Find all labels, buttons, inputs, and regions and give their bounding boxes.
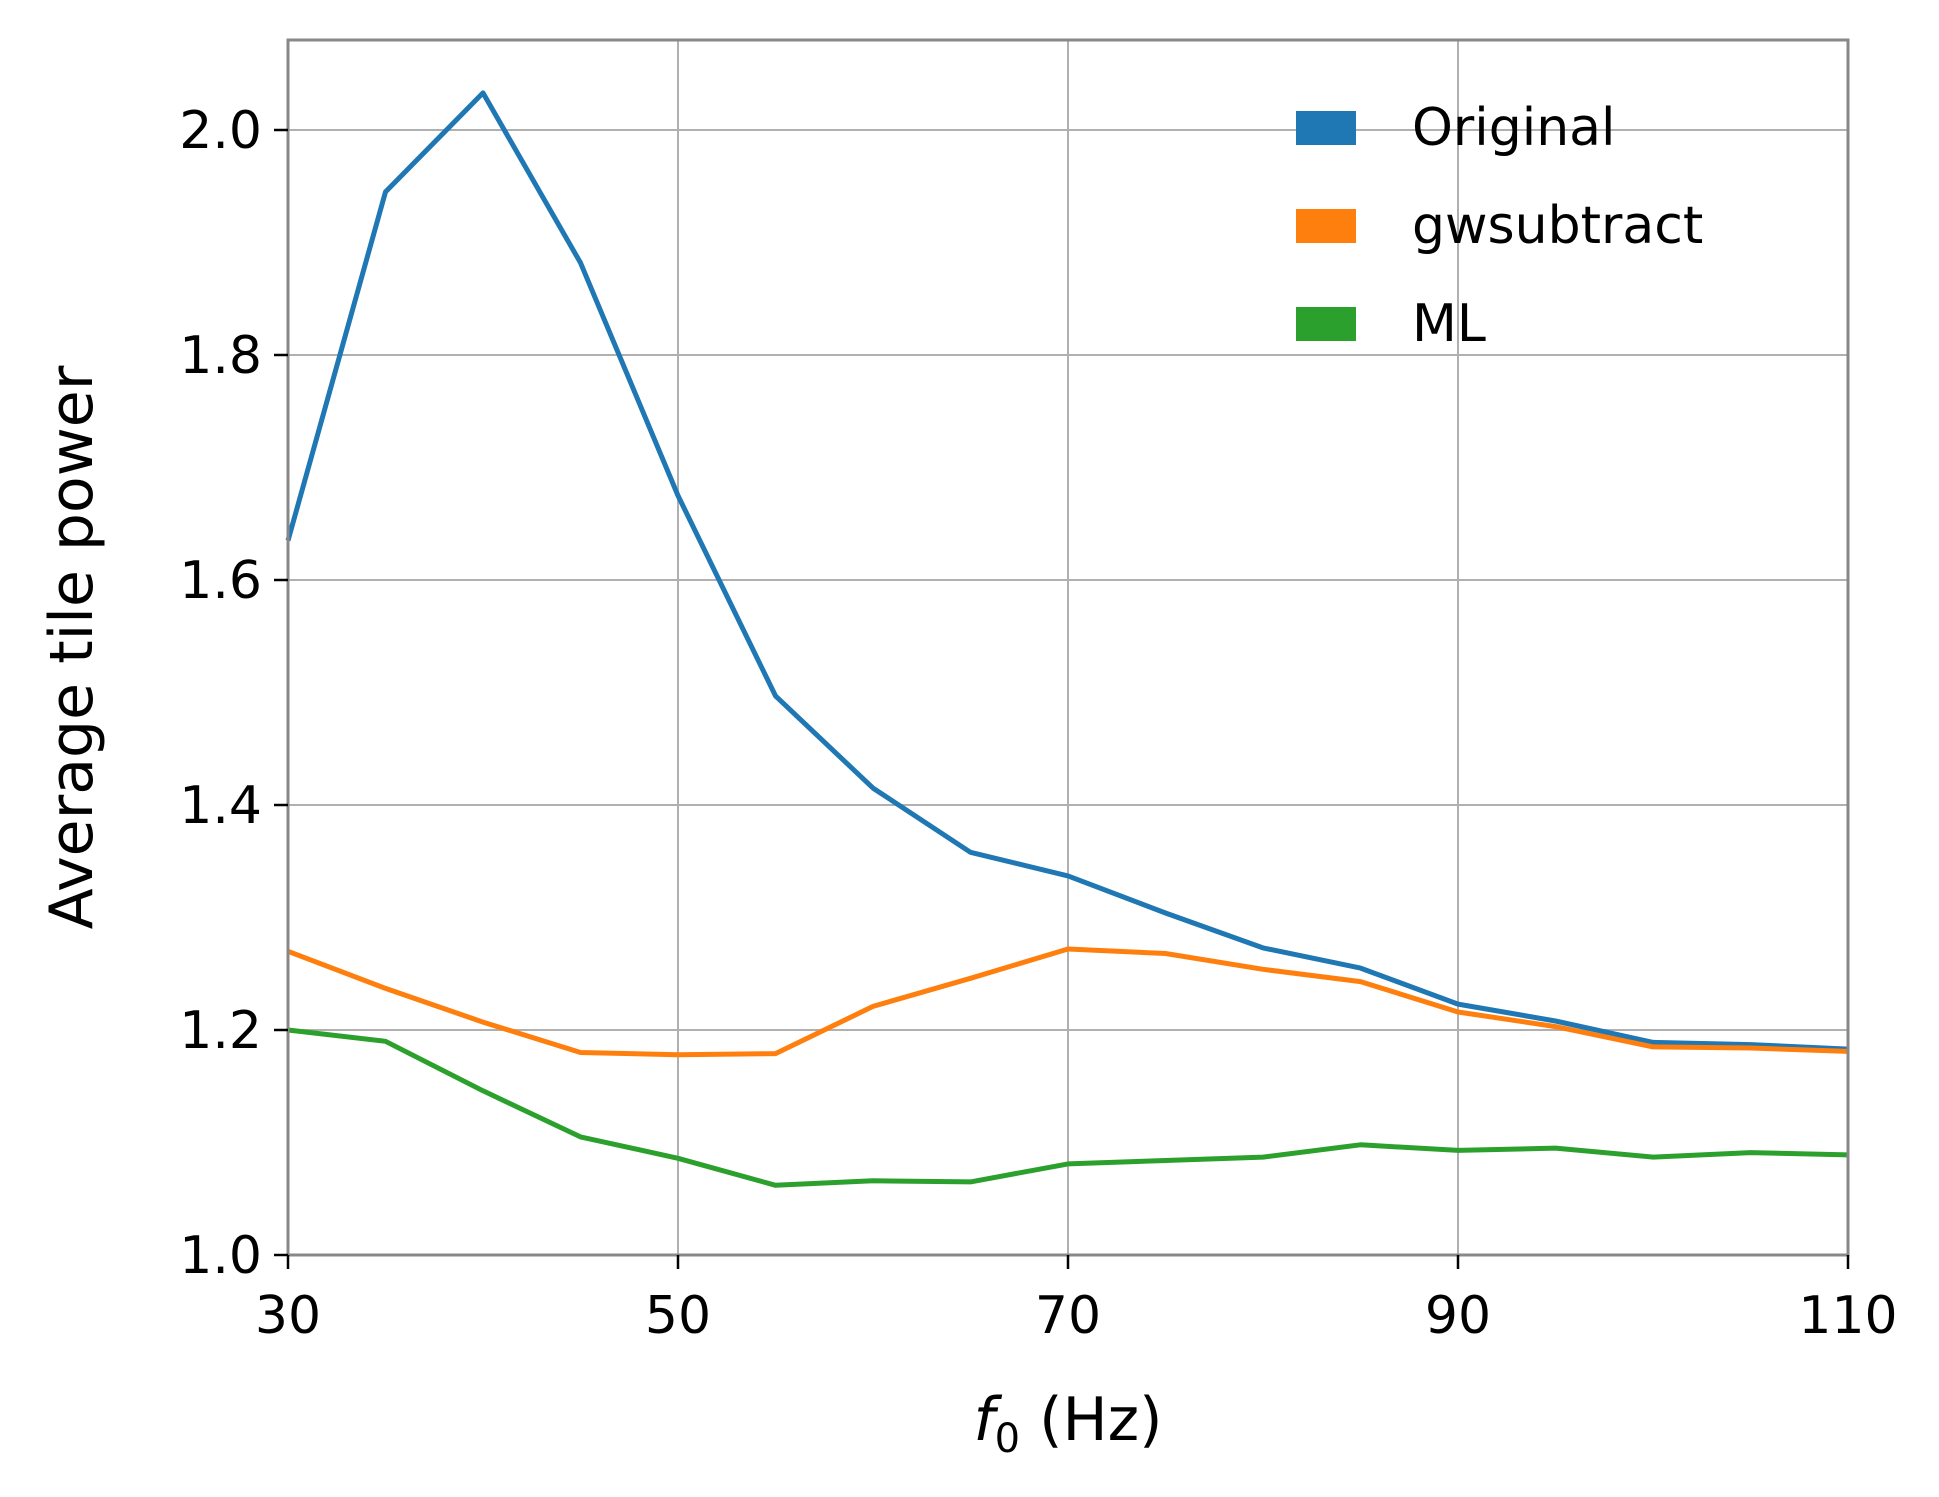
legend: Original gwsubtract ML [1296, 98, 1703, 354]
y-tick-label-2.0: 2.0 [179, 101, 262, 161]
x-tick-label-90: 90 [1425, 1286, 1491, 1346]
series-line-ml [287, 1027, 1849, 1188]
x-tick-label-110: 110 [1798, 1286, 1897, 1346]
x-tick-label-50: 50 [645, 1286, 711, 1346]
series-line-gwsubtract [287, 946, 1849, 1058]
y-tick-label-1.8: 1.8 [179, 326, 262, 386]
y-tick-label-1.0: 1.0 [179, 1226, 262, 1286]
y-tick-label-1.4: 1.4 [179, 776, 262, 836]
legend-label-original: Original [1412, 98, 1615, 158]
x-tick-label-70: 70 [1035, 1286, 1101, 1346]
series-line-original [285, 90, 1849, 1052]
legend-swatch-ml [1296, 307, 1356, 341]
x-axis-label-sub: 0 [995, 1416, 1020, 1462]
x-tick-label-30: 30 [255, 1286, 321, 1346]
y-tick-label-1.2: 1.2 [179, 1001, 262, 1061]
series-group [285, 90, 1849, 1188]
x-axis-label: f0 (Hz) [973, 1385, 1162, 1462]
legend-label-gwsubtract: gwsubtract [1412, 196, 1703, 256]
legend-swatch-gwsubtract [1296, 209, 1356, 243]
y-axis-label: Average tile power [37, 365, 107, 929]
legend-label-ml: ML [1412, 294, 1486, 354]
ticks: 30 50 70 90 110 1.0 1.2 1.4 1.6 1.8 2.0 [179, 101, 1897, 1346]
legend-swatch-original [1296, 111, 1356, 145]
y-tick-label-1.6: 1.6 [179, 551, 262, 611]
x-axis-label-rest: (Hz) [1020, 1385, 1163, 1455]
